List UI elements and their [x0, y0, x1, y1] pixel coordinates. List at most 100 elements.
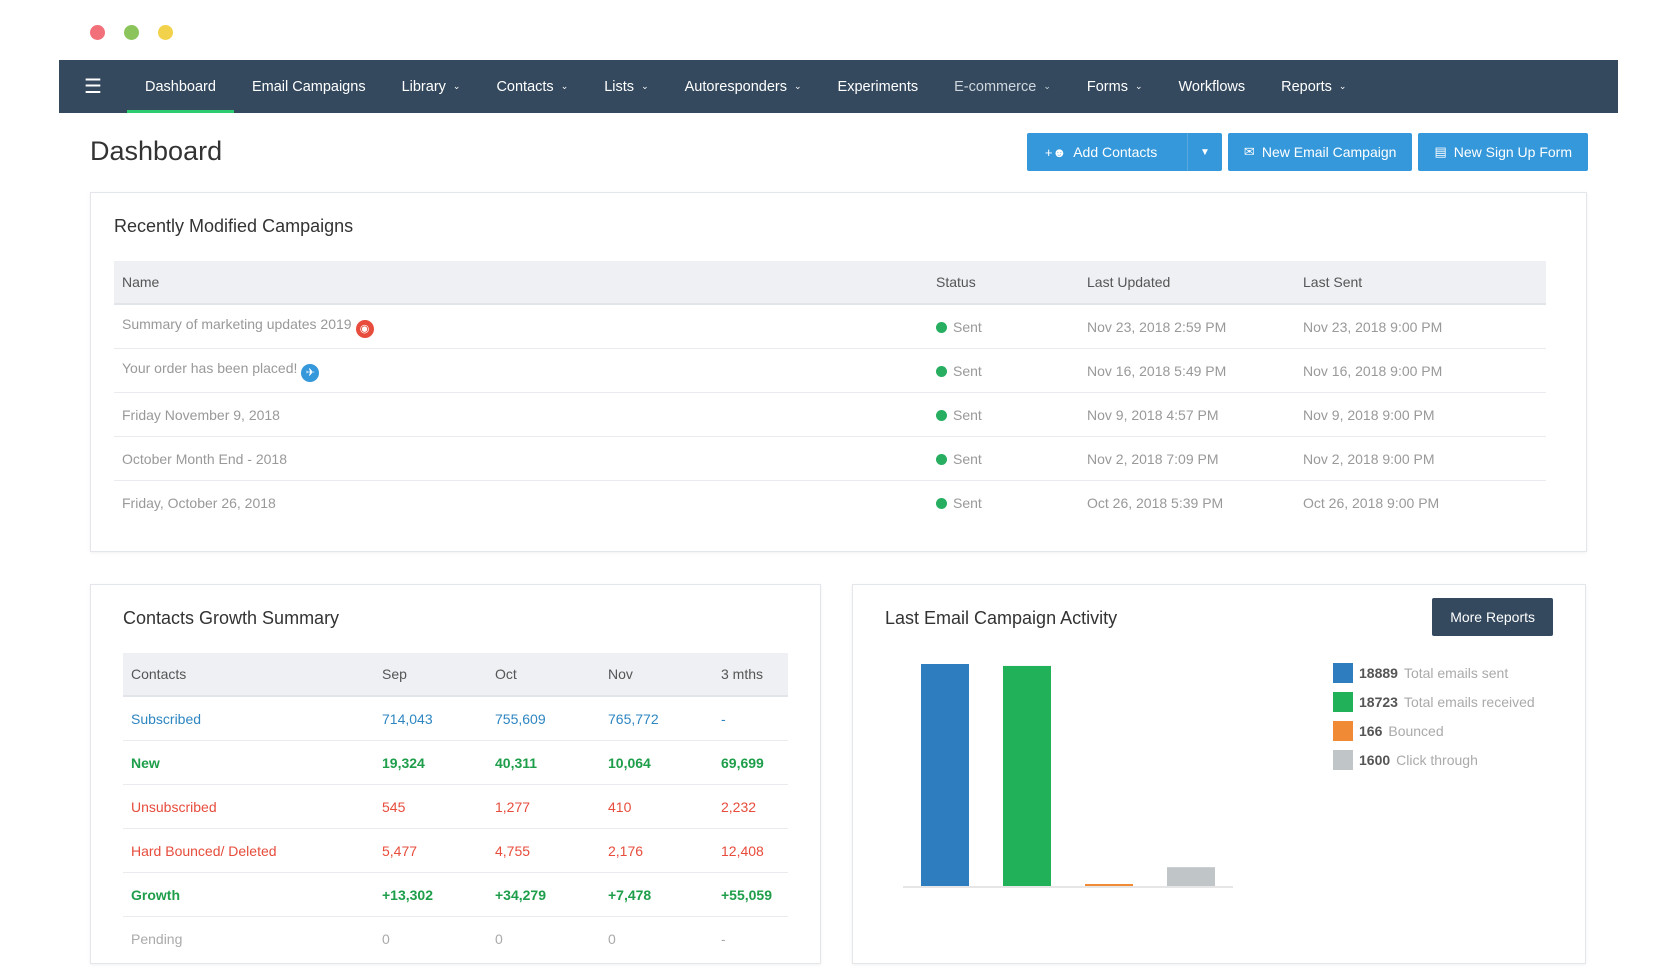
- campaign-name[interactable]: October Month End - 2018: [122, 450, 287, 467]
- table-row: Subscribed 714,043 755,609 765,772-: [123, 696, 788, 741]
- legend-item[interactable]: 18889 Total emails sent: [1333, 663, 1535, 683]
- campaign-name[interactable]: Summary of marketing updates 2019: [122, 315, 352, 332]
- close-window-button[interactable]: [90, 25, 105, 40]
- add-contacts-dropdown-icon[interactable]: ▼: [1186, 133, 1222, 171]
- legend-label: Total emails received: [1403, 694, 1535, 710]
- campaigns-table: Name Status Last Updated Last Sent Summary …: [114, 261, 1546, 524]
- table-row[interactable]: Friday November 9, 2018 Sent Nov 9, 2018 4…: [114, 392, 1546, 437]
- page-title: Dashboard: [90, 136, 223, 166]
- last-sent-cell: Oct 26, 2018 9:00 PM: [1303, 494, 1440, 511]
- add-contacts-label: Add Contacts: [1073, 144, 1158, 160]
- contact-metric-label: Pending: [131, 930, 183, 947]
- column-header[interactable]: Last Sent: [1295, 261, 1546, 305]
- nav-item-label: Forms: [1086, 78, 1128, 95]
- legend-value: 18889: [1359, 665, 1398, 681]
- column-header[interactable]: Last Updated: [1079, 261, 1295, 305]
- table-row: Growth +13,302 +34,279 +7,478 +55,059: [123, 872, 788, 917]
- nav-item-forms[interactable]: Forms ⌄: [1069, 60, 1161, 113]
- status-cell: Sent: [928, 304, 1079, 349]
- metric-value-cell: +55,059: [713, 872, 788, 917]
- new-email-campaign-button[interactable]: ✉ New Email Campaign: [1227, 133, 1413, 171]
- table-row[interactable]: October Month End - 2018 Sent Nov 2, 2018 …: [114, 436, 1546, 481]
- legend-label: Click through: [1396, 752, 1478, 768]
- campaign-name[interactable]: Your order has been placed!: [122, 359, 298, 376]
- minimize-window-button[interactable]: [158, 25, 173, 40]
- legend-value: 1600: [1359, 752, 1391, 768]
- campaign-name-cell[interactable]: Your order has been placed! ✈: [114, 348, 928, 393]
- column-header[interactable]: Status: [928, 261, 1079, 305]
- contacts-growth-card: Contacts Growth Summary Contacts Sep Oct No…: [90, 584, 821, 964]
- cart-emoji-icon: ✈: [301, 363, 320, 382]
- nav-item-workflows[interactable]: Workflows: [1161, 60, 1264, 113]
- legend-label: Total emails sent: [1403, 665, 1509, 681]
- last-sent-cell: Nov 23, 2018 9:00 PM: [1295, 304, 1546, 349]
- campaign-name[interactable]: Friday November 9, 2018: [122, 406, 280, 423]
- envelope-icon: ✉: [1243, 144, 1255, 159]
- campaign-name-cell[interactable]: October Month End - 2018: [114, 436, 928, 481]
- bar-total-emails-received[interactable]: [1003, 665, 1051, 886]
- add-contacts-button[interactable]: +☻ Add Contacts ▼: [1026, 133, 1222, 171]
- top-navbar: ☰ Dashboard Email Campaigns Library ⌄ Contac…: [59, 60, 1618, 113]
- table-row[interactable]: Your order has been placed! ✈ Sent Nov 16, …: [114, 348, 1546, 393]
- campaign-name-cell[interactable]: Summary of marketing updates 2019 ◉: [114, 304, 928, 349]
- last-updated-cell: Nov 16, 2018 5:49 PM: [1079, 348, 1295, 393]
- legend-item[interactable]: 18723 Total emails received: [1333, 692, 1535, 712]
- legend-item[interactable]: 1600 Click through: [1333, 750, 1535, 770]
- nav-item-autoresponders[interactable]: Autoresponders ⌄: [667, 60, 820, 113]
- metric-value-cell: 2,232: [713, 784, 788, 829]
- metric-value-cell: 5,477: [374, 828, 487, 873]
- campaign-name[interactable]: Friday, October 26, 2018: [122, 494, 276, 511]
- column-header[interactable]: Name: [114, 261, 928, 305]
- status-text: Sent: [953, 494, 982, 511]
- nav-item-experiments[interactable]: Experiments: [820, 60, 937, 113]
- new-email-campaign-label: New Email Campaign: [1261, 144, 1397, 160]
- activity-bar-chart: [903, 664, 1233, 888]
- bar-total-emails-sent[interactable]: [921, 664, 969, 886]
- recent-campaigns-card: Recently Modified Campaigns Name Status La…: [90, 192, 1587, 552]
- nav-item-label: Library: [401, 78, 446, 95]
- nav-item-e-commerce[interactable]: E-commerce ⌄: [936, 60, 1069, 113]
- status-text: Sent: [953, 450, 982, 467]
- new-signup-form-button[interactable]: ▤ New Sign Up Form: [1418, 133, 1588, 171]
- last-sent-cell: Nov 2, 2018 9:00 PM: [1295, 436, 1546, 481]
- last-updated-cell: Nov 2, 2018 7:09 PM: [1079, 436, 1295, 481]
- metric-value-cell: -: [713, 696, 788, 741]
- campaign-name-cell[interactable]: Friday, October 26, 2018: [114, 481, 928, 525]
- legend-swatch: [1333, 692, 1353, 712]
- contacts-growth-title: Contacts Growth Summary: [123, 608, 340, 628]
- metric-value-cell: 12,408: [713, 828, 788, 873]
- table-row[interactable]: Summary of marketing updates 2019 ◉ Sent No…: [114, 304, 1546, 349]
- bar-click-through[interactable]: [1167, 867, 1215, 886]
- metric-value-cell: +34,279: [487, 872, 600, 917]
- window-controls: [90, 25, 173, 40]
- metric-value-cell: 69,699: [713, 740, 788, 785]
- nav-item-label: Experiments: [837, 78, 919, 95]
- nav-item-lists[interactable]: Lists ⌄: [586, 60, 666, 113]
- contact-metric-label[interactable]: Subscribed: [123, 696, 374, 741]
- bar-bounced[interactable]: [1085, 884, 1133, 886]
- nav-item-email-campaigns[interactable]: Email Campaigns: [234, 60, 384, 113]
- campaign-name-cell[interactable]: Friday November 9, 2018: [114, 392, 928, 437]
- campaign-activity-card: Last Email Campaign Activity More Report…: [852, 584, 1586, 964]
- nav-item-dashboard[interactable]: Dashboard: [127, 60, 234, 113]
- legend-item[interactable]: 166 Bounced: [1333, 721, 1535, 741]
- status-dot-icon: [936, 365, 947, 377]
- nav-item-library[interactable]: Library ⌄: [384, 60, 479, 113]
- more-reports-button[interactable]: More Reports: [1432, 598, 1553, 636]
- status-dot-icon: [936, 409, 947, 421]
- chart-legend: 18889 Total emails sent 18723 Total emails …: [1333, 663, 1535, 770]
- nav-item-reports[interactable]: Reports ⌄: [1263, 60, 1364, 113]
- status-dot-icon: [936, 321, 947, 333]
- column-header: Oct: [487, 653, 600, 697]
- chevron-down-icon: ⌄: [1338, 81, 1347, 91]
- column-header: Contacts: [123, 653, 374, 697]
- table-row[interactable]: Friday, October 26, 2018 Sent Oct 26, 2018…: [114, 481, 1546, 525]
- metric-value-cell: 2,176: [600, 828, 713, 873]
- menu-icon[interactable]: ☰: [84, 76, 102, 98]
- nav-item-contacts[interactable]: Contacts ⌄: [478, 60, 586, 113]
- maximize-window-button[interactable]: [124, 25, 139, 40]
- metric-value-cell: 0: [608, 930, 616, 947]
- nav-item-label: Contacts: [496, 78, 554, 95]
- chevron-down-icon: ⌄: [560, 81, 569, 91]
- status-cell: Sent: [928, 392, 1079, 437]
